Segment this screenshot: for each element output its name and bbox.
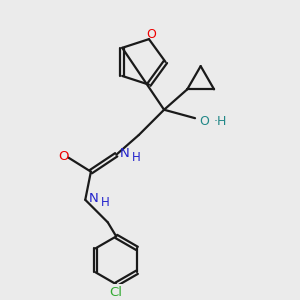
Text: O: O [146,28,156,40]
Text: N: N [120,147,130,160]
Text: Cl: Cl [110,286,123,298]
Text: ·H: ·H [213,115,227,128]
Text: H: H [132,151,140,164]
Text: O: O [58,150,69,163]
Text: H: H [101,196,110,209]
Text: N: N [89,192,99,205]
Text: O: O [199,115,209,128]
